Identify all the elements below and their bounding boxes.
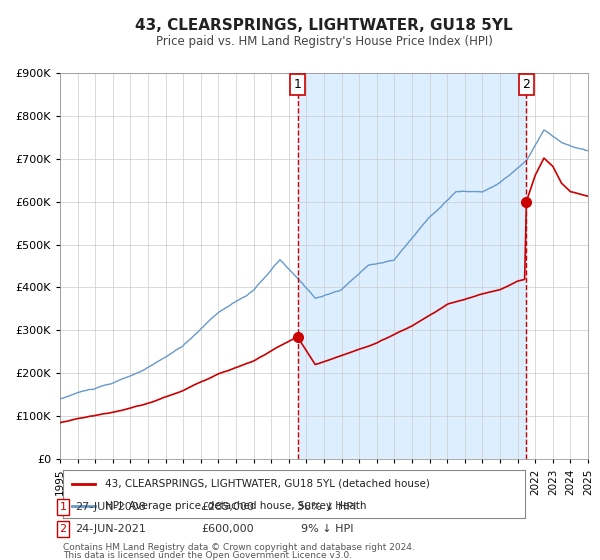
- Text: Price paid vs. HM Land Registry's House Price Index (HPI): Price paid vs. HM Land Registry's House …: [155, 35, 493, 49]
- Text: 1: 1: [59, 502, 67, 512]
- Text: 43, CLEARSPRINGS, LIGHTWATER, GU18 5YL (detached house): 43, CLEARSPRINGS, LIGHTWATER, GU18 5YL (…: [104, 479, 430, 489]
- Bar: [298, 73, 526, 459]
- Text: £285,000: £285,000: [202, 502, 254, 512]
- Text: 1: 1: [293, 78, 302, 91]
- Text: 24-JUN-2021: 24-JUN-2021: [76, 524, 146, 534]
- Text: 43, CLEARSPRINGS, LIGHTWATER, GU18 5YL: 43, CLEARSPRINGS, LIGHTWATER, GU18 5YL: [135, 18, 513, 32]
- Text: 2: 2: [59, 524, 67, 534]
- Text: 36% ↓ HPI: 36% ↓ HPI: [298, 502, 356, 512]
- Text: £600,000: £600,000: [202, 524, 254, 534]
- Text: Contains HM Land Registry data © Crown copyright and database right 2024.: Contains HM Land Registry data © Crown c…: [63, 543, 415, 552]
- Text: HPI: Average price, detached house, Surrey Heath: HPI: Average price, detached house, Surr…: [104, 501, 366, 511]
- Text: This data is licensed under the Open Government Licence v3.0.: This data is licensed under the Open Gov…: [63, 551, 352, 560]
- Text: 9% ↓ HPI: 9% ↓ HPI: [301, 524, 353, 534]
- Text: 27-JUN-2008: 27-JUN-2008: [76, 502, 146, 512]
- Text: 2: 2: [523, 78, 530, 91]
